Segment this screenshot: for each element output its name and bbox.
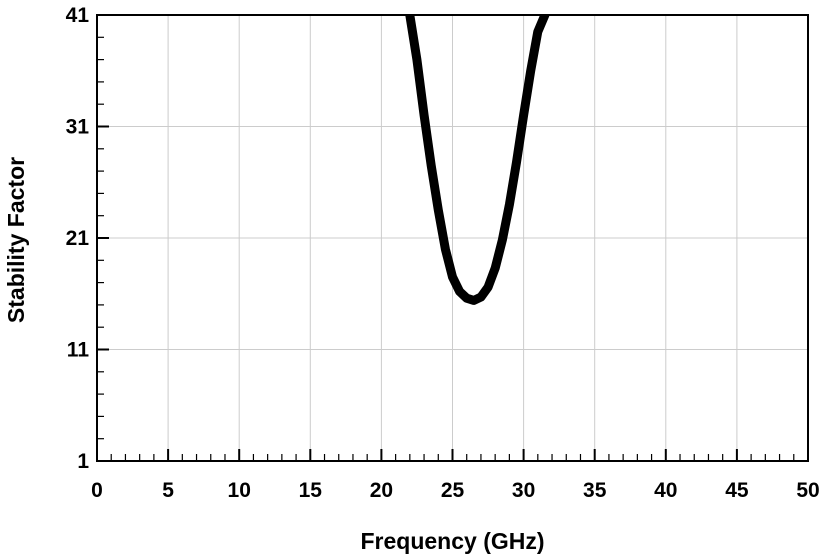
- x-tick-label: 10: [228, 479, 251, 502]
- x-axis-title: Frequency (GHz): [360, 528, 544, 554]
- x-tick-label: 30: [512, 479, 535, 502]
- stability-factor-series-line: [405, 15, 550, 305]
- x-tick-labels: 0 5 10 15 20 25 30 35 40 45 50: [91, 479, 820, 502]
- y-tick-label: 41: [66, 4, 90, 27]
- series-group: [405, 15, 550, 305]
- y-axis-title: Stability Factor: [3, 157, 29, 323]
- x-tick-label: 40: [654, 479, 677, 502]
- x-tick-label: 45: [725, 479, 749, 502]
- x-tick-label: 15: [299, 479, 323, 502]
- minor-ticks: [97, 36, 795, 461]
- x-tick-label: 0: [91, 479, 103, 502]
- y-tick-label: 11: [67, 339, 90, 362]
- x-tick-label: 50: [796, 479, 819, 502]
- y-tick-label: 21: [66, 227, 90, 250]
- x-tick-label: 5: [162, 479, 174, 502]
- y-tick-label: 31: [66, 116, 90, 139]
- plot-frame: [96, 14, 809, 462]
- grid-lines: [97, 15, 808, 461]
- x-tick-label: 35: [583, 479, 607, 502]
- x-tick-label: 25: [441, 479, 465, 502]
- y-tick-label: 1: [77, 450, 89, 473]
- x-tick-label: 20: [370, 479, 393, 502]
